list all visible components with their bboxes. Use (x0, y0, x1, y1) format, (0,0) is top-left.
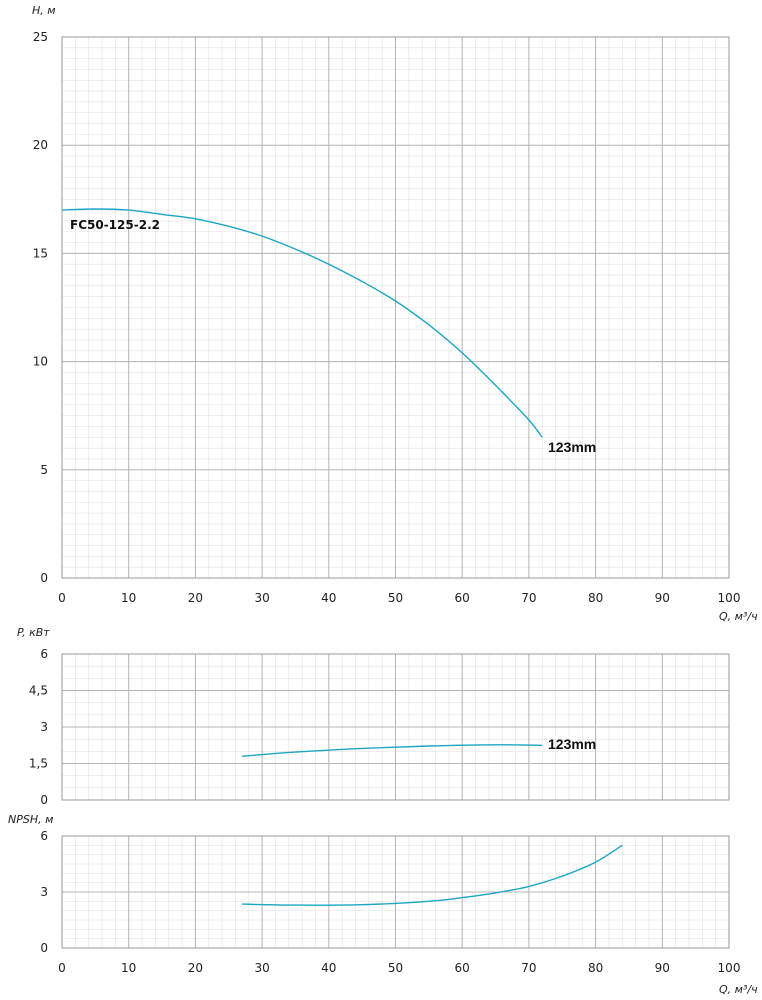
x-tick-label: 40 (321, 961, 336, 975)
head-curve-label: 123mm (548, 439, 596, 455)
x-tick-label: 30 (254, 591, 269, 605)
x-tick-label: 100 (718, 591, 741, 605)
x-tick-label: 20 (188, 961, 203, 975)
x-tick-label: 100 (718, 961, 741, 975)
x-tick-label: 0 (58, 961, 66, 975)
npsh-y-axis-label: NPSH, м (8, 813, 53, 826)
x-tick-label: 50 (388, 961, 403, 975)
head-curve (61, 208, 543, 438)
x-tick-label: 10 (121, 961, 136, 975)
x-tick-label: 90 (655, 591, 670, 605)
plot-frame (61, 653, 730, 801)
y-tick-label: 0 (40, 941, 48, 955)
head-x-axis-label: Q, м³/ч (719, 610, 758, 623)
power-curve-label: 123mm (548, 736, 596, 752)
power-y-axis-label: P, кВт (17, 626, 50, 639)
y-tick-label: 5 (40, 463, 48, 477)
x-tick-label: 80 (588, 961, 603, 975)
y-tick-label: 1,5 (29, 757, 48, 771)
x-tick-label: 80 (588, 591, 603, 605)
x-tick-label: 50 (388, 591, 403, 605)
x-tick-label: 40 (321, 591, 336, 605)
head-y-axis-label: H, м (32, 4, 56, 17)
pump-model-label: FC50-125-2.2 (70, 218, 160, 232)
plot-frame (61, 835, 730, 949)
plot-frame (61, 36, 730, 579)
x-tick-label: 30 (254, 961, 269, 975)
y-tick-label: 0 (40, 793, 48, 807)
y-tick-label: 25 (33, 30, 48, 44)
y-tick-label: 4,5 (29, 684, 48, 698)
y-tick-label: 6 (40, 647, 48, 661)
y-tick-label: 15 (33, 246, 48, 260)
y-tick-label: 0 (40, 571, 48, 585)
y-tick-label: 20 (33, 138, 48, 152)
y-tick-label: 3 (40, 885, 48, 899)
x-tick-label: 0 (58, 591, 66, 605)
curve-layer (61, 208, 623, 906)
power-curve (242, 744, 543, 757)
y-tick-label: 10 (33, 355, 48, 369)
y-tick-label: 6 (40, 829, 48, 843)
x-tick-label: 70 (521, 591, 536, 605)
x-tick-label: 70 (521, 961, 536, 975)
grid-layer (61, 36, 730, 949)
npsh-curve (242, 844, 623, 906)
x-tick-label: 60 (455, 961, 470, 975)
x-tick-label: 10 (121, 591, 136, 605)
x-tick-label: 60 (455, 591, 470, 605)
npsh-x-axis-label: Q, м³/ч (719, 983, 758, 996)
x-tick-label: 20 (188, 591, 203, 605)
x-tick-label: 90 (655, 961, 670, 975)
y-tick-label: 3 (40, 720, 48, 734)
